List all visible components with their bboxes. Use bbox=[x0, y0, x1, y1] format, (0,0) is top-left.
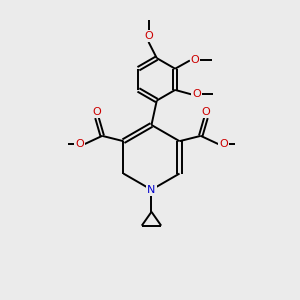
Text: O: O bbox=[202, 107, 210, 117]
Text: O: O bbox=[144, 31, 153, 41]
Text: O: O bbox=[191, 56, 200, 65]
Text: O: O bbox=[75, 139, 84, 149]
Text: O: O bbox=[92, 107, 101, 117]
Text: O: O bbox=[192, 89, 201, 99]
Text: O: O bbox=[219, 139, 228, 149]
Text: N: N bbox=[147, 185, 156, 195]
